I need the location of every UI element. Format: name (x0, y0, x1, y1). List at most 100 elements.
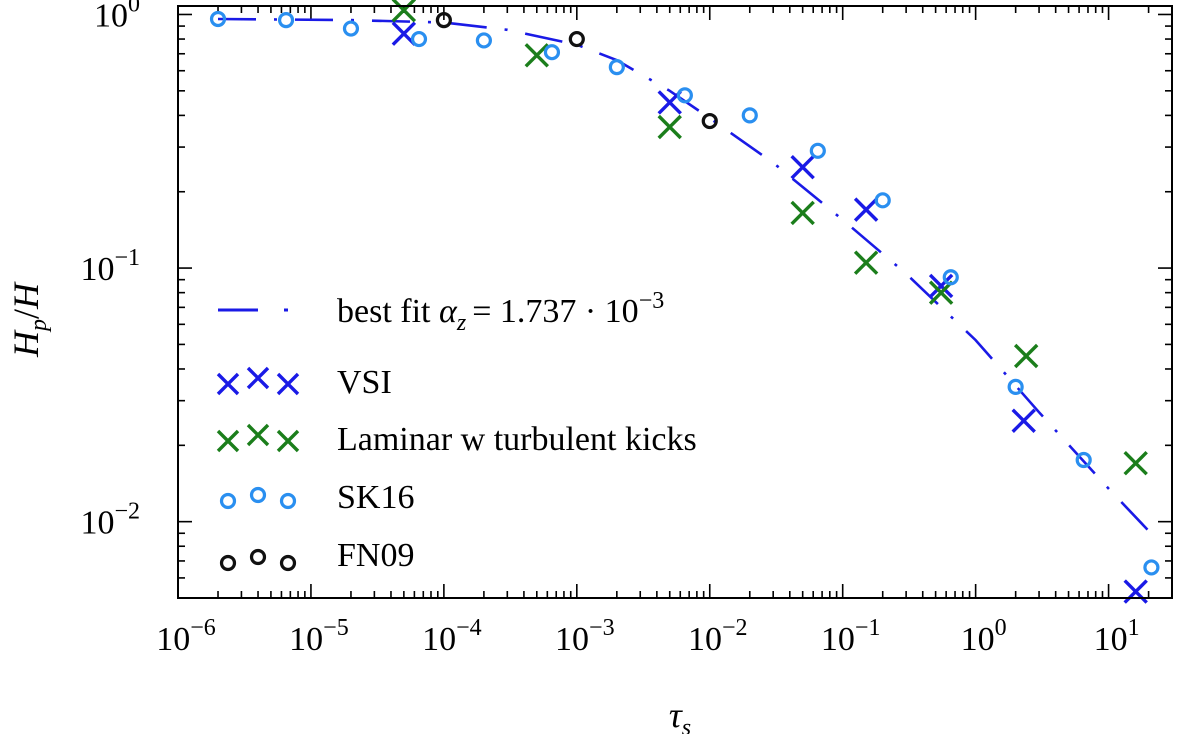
legend-entry-sk16: SK16 (219, 479, 414, 516)
legend-marker (216, 429, 240, 453)
legend-marker (246, 423, 270, 447)
point-sk16-6 (608, 59, 625, 76)
legend-fit-name: best fit (337, 293, 431, 330)
legend-marker (246, 366, 270, 390)
point-laminar-w-turbulent-kicks-2 (657, 114, 682, 140)
point-laminar-w-turbulent-kicks-3 (790, 200, 815, 226)
point-fn09-2 (701, 112, 718, 130)
legend-marker (249, 548, 267, 566)
x-axis-label-base: τ (669, 695, 683, 734)
point-vsi-2 (790, 154, 815, 180)
legend-marker (276, 372, 300, 396)
x-marker-stroke (853, 197, 879, 222)
legend-laminar-label: Laminar w turbulent kicks (337, 421, 697, 458)
y-axis-label-b: H (6, 281, 46, 310)
legend-entry-fn09: FN09 (219, 537, 414, 574)
x-marker-stroke (391, 21, 417, 46)
legend-marker (279, 492, 297, 510)
point-laminar-w-turbulent-kicks-1 (524, 43, 550, 68)
point-laminar-w-turbulent-kicks-5 (928, 280, 954, 305)
y-tick-label-0: 10−2 (80, 499, 140, 542)
point-sk16-3 (410, 30, 428, 48)
x-tick-label-0: 10−6 (156, 615, 216, 658)
y-tick-label-1: 10−1 (80, 245, 140, 288)
x-marker-stroke (1123, 451, 1148, 476)
legend-marker (279, 554, 297, 572)
point-vsi-6 (1123, 579, 1148, 604)
x-tick-label-5: 10−1 (821, 615, 881, 658)
x-marker-stroke (246, 423, 270, 447)
fit-line (217, 17, 1150, 532)
x-marker-stroke (657, 114, 682, 140)
point-vsi-4 (928, 273, 954, 299)
point-sk16-5 (543, 44, 561, 61)
legend-marker (219, 554, 237, 572)
point-laminar-w-turbulent-kicks-0 (391, 0, 417, 23)
legend-fit-exp: −3 (639, 288, 665, 314)
y-axis-label-a: H (6, 329, 46, 358)
x-marker-stroke (276, 429, 300, 453)
point-sk16-8 (741, 107, 758, 124)
x-marker-stroke (928, 273, 954, 299)
x-tick-label-4: 10−2 (688, 615, 748, 658)
legend-marker (216, 372, 240, 396)
legend-entry-fit: best fit αz = 1.737 · 10−3 (218, 288, 664, 336)
point-vsi-3 (853, 197, 879, 222)
plot-frame (177, 5, 1173, 599)
x-axis-label-sub: s (682, 715, 691, 734)
x-marker-stroke (246, 366, 270, 390)
point-sk16-9 (809, 142, 826, 159)
x-tick-label-3: 10−3 (555, 615, 615, 658)
tick-labels: 10−6 10−5 10−4 10−3 10−2 10−1 100 101 10−2 10−1 10… (80, 0, 1139, 658)
x-marker-stroke (391, 0, 417, 23)
point-sk16-10 (874, 192, 891, 209)
frame-layer (177, 5, 1173, 599)
y-axis-label-a-sub: p (26, 319, 52, 333)
legend-fit-symbol: α (439, 293, 458, 330)
legend-sk16-label: SK16 (337, 479, 414, 516)
x-marker-stroke (790, 154, 815, 180)
legend-entry-laminar: Laminar w turbulent kicks (216, 421, 697, 458)
point-sk16-13 (1075, 451, 1092, 469)
point-sk16-7 (676, 87, 693, 104)
point-laminar-w-turbulent-kicks-6 (1013, 343, 1039, 369)
legend-vsi-label: VSI (337, 364, 392, 401)
legend-fit-symbol-sub: z (456, 310, 467, 336)
x-tick-label-7: 101 (1094, 615, 1140, 658)
point-fn09-1 (568, 30, 585, 48)
fit-layer (217, 17, 1150, 532)
x-marker-stroke (524, 43, 550, 68)
legend-marker (249, 486, 267, 504)
x-marker-stroke (1011, 408, 1036, 433)
legend-entry-vsi: VSI (216, 364, 392, 401)
point-sk16-1 (277, 12, 295, 29)
x-marker-stroke (1013, 343, 1039, 369)
legend-fn09-label: FN09 (337, 537, 414, 574)
x-tick-label-1: 10−5 (289, 615, 349, 658)
x-marker-stroke (790, 200, 815, 226)
point-sk16-4 (475, 32, 492, 49)
point-laminar-w-turbulent-kicks-7 (1123, 451, 1148, 476)
point-sk16-14 (1143, 559, 1160, 576)
y-tick-label-2: 100 (94, 0, 140, 34)
x-marker-stroke (276, 372, 300, 396)
x-marker-stroke (928, 280, 954, 305)
point-sk16-0 (209, 10, 227, 28)
x-marker-stroke (216, 372, 240, 396)
x-axis-label: τs (669, 695, 691, 734)
point-fn09-0 (435, 12, 452, 29)
x-marker-stroke (853, 250, 879, 275)
legend-marker (219, 492, 237, 510)
point-sk16-12 (1007, 378, 1024, 395)
legend: best fit αz = 1.737 · 10−3 VSI Laminar w … (216, 288, 697, 574)
point-vsi-5 (1011, 408, 1036, 433)
marks-layer (209, 0, 1160, 604)
axes-layer (177, 6, 1173, 599)
x-tick-label-6: 100 (961, 615, 1007, 658)
legend-fit-label: best fit αz = 1.737 · 10−3 (337, 288, 664, 336)
y-axis-label: Hp/H (6, 281, 52, 358)
point-sk16-2 (342, 20, 360, 37)
legend-marker (276, 429, 300, 453)
